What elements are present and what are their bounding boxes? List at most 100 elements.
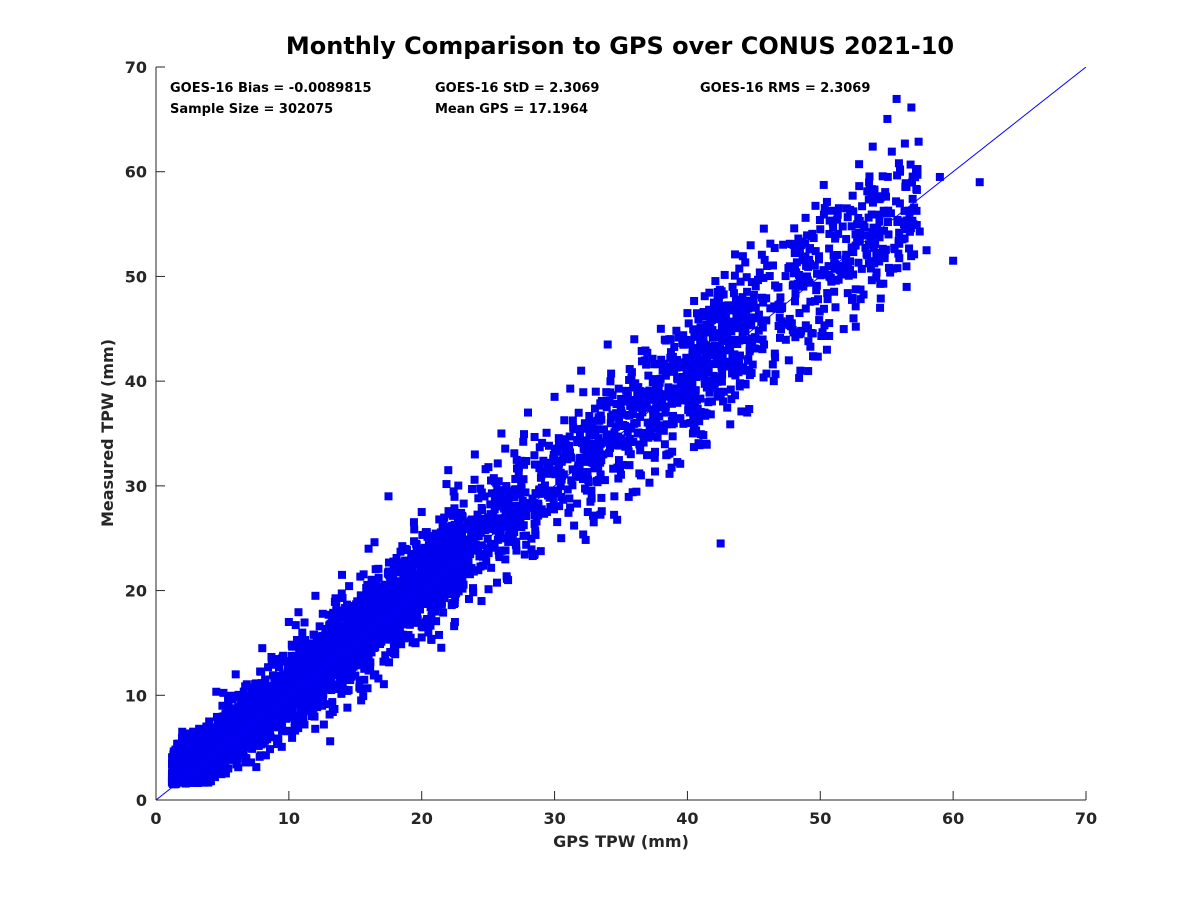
scatter-point — [382, 631, 391, 640]
scatter-point — [710, 360, 719, 369]
scatter-point — [759, 224, 768, 233]
scatter-point — [812, 286, 821, 295]
scatter-point — [596, 439, 605, 448]
scatter-point — [748, 341, 757, 350]
scatter-point — [741, 379, 750, 388]
scatter-point — [704, 350, 713, 359]
scatter-point — [820, 321, 829, 330]
scatter-point — [614, 384, 623, 393]
scatter-point — [183, 757, 192, 766]
scatter-point — [327, 649, 336, 658]
scatter-point — [501, 546, 510, 555]
scatter-point — [490, 505, 499, 514]
scatter-point — [306, 639, 315, 648]
scatter-point — [719, 397, 728, 406]
scatter-point — [270, 713, 279, 722]
scatter-point — [542, 428, 551, 437]
scatter-point — [682, 382, 691, 391]
scatter-point — [531, 530, 540, 539]
scatter-point — [195, 731, 204, 740]
scatter-point — [573, 438, 582, 447]
scatter-point — [680, 389, 689, 398]
scatter-point — [549, 505, 558, 514]
scatter-point — [504, 576, 513, 585]
scatter-point — [425, 558, 434, 567]
scatter-point — [385, 596, 394, 605]
scatter-point — [335, 663, 344, 672]
scatter-point — [741, 322, 750, 331]
scatter-point — [655, 378, 664, 387]
scatter-point — [312, 686, 321, 695]
scatter-point — [450, 507, 459, 516]
scatter-point — [591, 387, 600, 396]
scatter-point — [219, 688, 228, 697]
scatter-point — [568, 416, 577, 425]
scatter-point — [274, 663, 283, 672]
scatter-point — [590, 429, 599, 438]
scatter-point — [335, 611, 344, 620]
scatter-point — [496, 526, 505, 535]
scatter-point — [757, 250, 766, 259]
scatter-point — [288, 733, 297, 742]
scatter-point — [638, 408, 647, 417]
scatter-point — [278, 677, 287, 686]
scatter-point — [884, 263, 893, 272]
scatter-point — [301, 682, 310, 691]
scatter-point — [757, 317, 766, 326]
scatter-point — [292, 635, 301, 644]
scatter-point — [555, 477, 564, 486]
scatter-point — [749, 290, 758, 299]
scatter-point — [660, 335, 669, 344]
scatter-point — [444, 553, 453, 562]
scatter-point — [191, 775, 200, 784]
scatter-point — [734, 320, 743, 329]
scatter-point — [743, 408, 752, 417]
scatter-point — [737, 309, 746, 318]
scatter-point — [450, 617, 459, 626]
scatter-point — [171, 769, 180, 778]
scatter-point — [623, 391, 632, 400]
scatter-point — [371, 670, 380, 679]
scatter-point — [680, 358, 689, 367]
scatter-point — [445, 529, 454, 538]
scatter-point — [825, 319, 834, 328]
scatter-point — [597, 493, 606, 502]
scatter-point — [451, 593, 460, 602]
scatter-point — [806, 297, 815, 306]
scatter-point — [567, 476, 576, 485]
y-tick-label: 60 — [125, 163, 147, 182]
scatter-point — [573, 499, 582, 508]
scatter-point — [699, 431, 708, 440]
scatter-point — [535, 464, 544, 473]
scatter-point — [660, 440, 669, 449]
scatter-point — [803, 272, 811, 281]
scatter-point — [678, 339, 687, 348]
scatter-point — [510, 528, 519, 537]
scatter-point — [308, 667, 317, 676]
scatter-point — [200, 752, 209, 761]
scatter-point — [599, 450, 608, 459]
y-tick-label: 50 — [125, 267, 147, 286]
scatter-point — [344, 626, 353, 635]
scatter-point — [760, 255, 769, 264]
scatter-point — [864, 195, 873, 204]
scatter-point — [872, 268, 881, 277]
scatter-point — [889, 264, 898, 273]
scatter-point — [676, 414, 685, 423]
scatter-point — [564, 508, 573, 517]
scatter-point — [684, 397, 693, 406]
scatter-point — [301, 636, 310, 645]
scatter-point — [894, 249, 903, 258]
scatter-point — [828, 218, 837, 227]
scatter-point — [386, 603, 395, 612]
scatter-point — [741, 258, 750, 267]
scatter-point — [198, 743, 207, 752]
bias-stat: GOES-16 Bias = -0.0089815 — [170, 81, 372, 96]
scatter-point — [623, 428, 632, 437]
scatter-point — [728, 361, 737, 370]
scatter-point — [873, 225, 882, 234]
scatter-point — [975, 178, 984, 187]
scatter-point — [650, 453, 659, 462]
scatter-point — [880, 226, 889, 235]
scatter-point — [628, 404, 637, 413]
